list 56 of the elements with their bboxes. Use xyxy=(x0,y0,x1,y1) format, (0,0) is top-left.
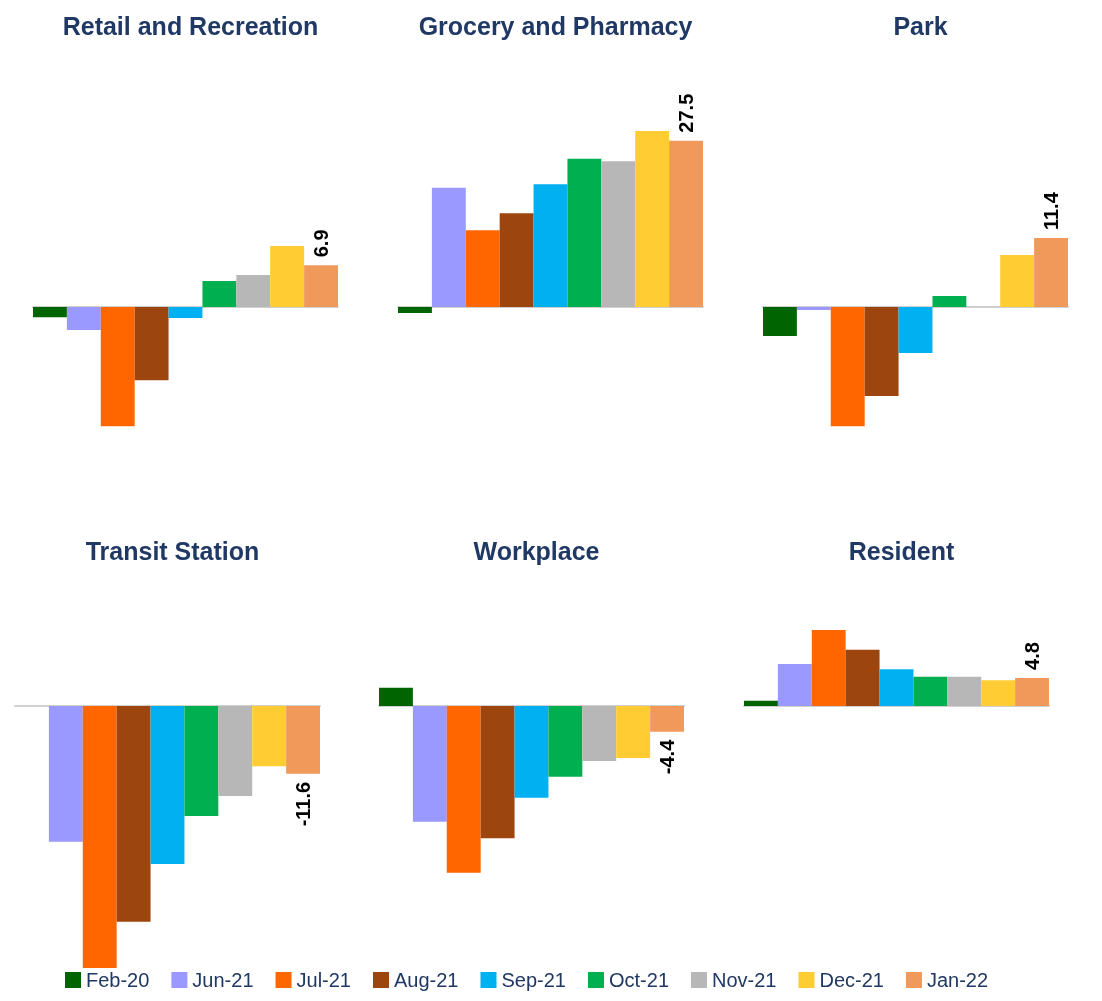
bar xyxy=(398,307,432,314)
chart-title: Park xyxy=(893,11,948,40)
legend-label: Jan-22 xyxy=(926,969,989,991)
data-label: 6.9 xyxy=(310,229,333,258)
bar xyxy=(763,307,797,337)
bar xyxy=(304,265,338,307)
bar xyxy=(134,307,169,381)
bar xyxy=(533,184,568,307)
bar xyxy=(864,307,899,396)
bar xyxy=(100,307,135,427)
data-label: -4.4 xyxy=(656,738,679,775)
legend-label: Nov-21 xyxy=(712,969,777,991)
bar xyxy=(465,230,500,307)
bar xyxy=(830,307,865,427)
bar xyxy=(811,629,846,706)
data-label: -11.6 xyxy=(292,781,315,827)
bar xyxy=(796,307,831,311)
chart-title: Retail and Recreation xyxy=(62,11,319,40)
legend-label: Aug-21 xyxy=(393,969,459,991)
chart-title: Transit Station xyxy=(85,536,260,565)
bar xyxy=(777,663,812,706)
bar xyxy=(236,274,271,307)
legend-label: Jul-21 xyxy=(296,969,352,991)
bar xyxy=(879,669,914,706)
bar xyxy=(913,676,948,706)
bar xyxy=(898,307,933,353)
bar xyxy=(981,680,1016,706)
bar xyxy=(635,130,670,307)
chart-title: Grocery and Pharmacy xyxy=(418,11,693,40)
bar xyxy=(499,213,534,307)
chart-title: Resident xyxy=(848,536,955,565)
bar xyxy=(66,307,101,330)
data-label: 11.4 xyxy=(1040,191,1063,231)
chart-title: Workplace xyxy=(473,536,600,565)
bar xyxy=(202,280,237,307)
bar xyxy=(1000,254,1035,307)
bar xyxy=(669,140,703,307)
legend-label: Dec-21 xyxy=(819,969,884,991)
legend-label: Feb-20 xyxy=(86,969,150,991)
bar xyxy=(1015,677,1049,706)
bar xyxy=(947,676,982,706)
bar xyxy=(932,296,967,307)
bar xyxy=(1034,238,1068,307)
bar xyxy=(168,307,203,318)
bar xyxy=(270,245,305,307)
bar xyxy=(33,307,67,318)
bar xyxy=(744,700,778,706)
bar xyxy=(845,649,880,706)
legend-label: Sep-21 xyxy=(501,969,566,991)
legend-label: Oct-21 xyxy=(608,969,670,991)
data-label: 27.5 xyxy=(675,93,698,133)
data-label: 4.8 xyxy=(1021,642,1044,670)
bar xyxy=(601,161,636,307)
bar xyxy=(431,187,466,307)
bar xyxy=(567,158,602,307)
legend-label: Jun-21 xyxy=(192,969,254,991)
